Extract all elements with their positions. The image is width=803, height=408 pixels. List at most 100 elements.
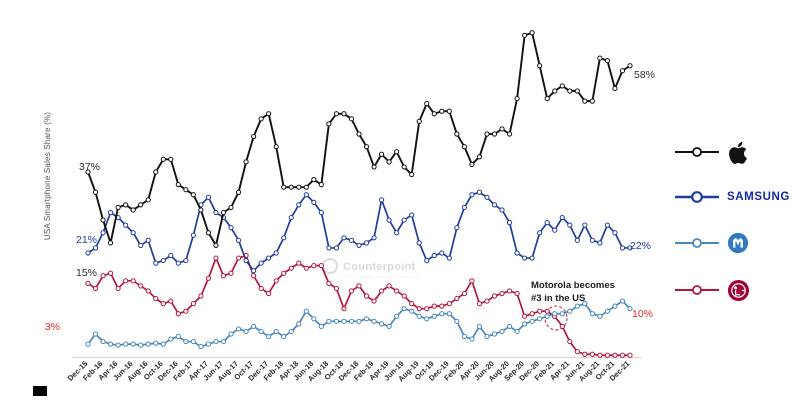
data-point bbox=[476, 154, 483, 160]
data-point bbox=[326, 245, 332, 251]
series-line bbox=[87, 191, 630, 272]
data-point bbox=[559, 83, 565, 89]
data-point bbox=[145, 197, 151, 203]
data-point bbox=[138, 342, 144, 348]
data-point bbox=[198, 207, 204, 213]
data-point bbox=[145, 288, 151, 294]
data-point bbox=[612, 85, 618, 92]
data-point bbox=[529, 318, 535, 324]
data-point bbox=[288, 265, 294, 271]
data-point bbox=[491, 331, 498, 337]
data-point bbox=[303, 184, 309, 190]
data-point bbox=[514, 250, 520, 256]
data-point bbox=[303, 308, 309, 314]
data-point bbox=[273, 278, 279, 284]
series-motorola bbox=[85, 298, 633, 350]
data-point bbox=[190, 192, 196, 198]
data-point bbox=[627, 245, 633, 251]
data-point bbox=[574, 237, 580, 243]
data-point bbox=[424, 316, 430, 322]
data-point bbox=[85, 280, 91, 286]
data-point bbox=[303, 265, 309, 271]
value-label-samsung-end: 22% bbox=[630, 240, 651, 252]
data-point bbox=[394, 149, 400, 155]
data-point bbox=[582, 98, 588, 104]
data-point bbox=[123, 341, 129, 347]
data-point bbox=[175, 260, 181, 266]
data-point bbox=[138, 242, 144, 248]
data-point bbox=[446, 301, 452, 307]
data-point bbox=[85, 169, 91, 175]
data-point bbox=[619, 298, 626, 304]
data-point bbox=[348, 237, 355, 243]
crossover-highlight-ellipse bbox=[544, 305, 568, 331]
data-point bbox=[213, 242, 219, 248]
data-point bbox=[476, 323, 483, 329]
data-point bbox=[266, 333, 272, 340]
data-point bbox=[318, 182, 324, 188]
data-point bbox=[589, 311, 595, 317]
data-point bbox=[220, 338, 227, 345]
data-point bbox=[386, 283, 392, 289]
data-point bbox=[303, 192, 309, 198]
data-point bbox=[281, 235, 287, 241]
data-point bbox=[205, 194, 212, 200]
data-point bbox=[333, 245, 340, 251]
data-point bbox=[153, 295, 159, 302]
data-point bbox=[469, 278, 475, 284]
data-point bbox=[356, 242, 362, 248]
data-point bbox=[386, 217, 392, 223]
data-point bbox=[258, 285, 264, 292]
data-point bbox=[228, 225, 234, 231]
data-point bbox=[100, 230, 106, 236]
data-point bbox=[627, 352, 633, 358]
data-point bbox=[205, 341, 212, 347]
data-point bbox=[522, 313, 528, 319]
data-point bbox=[476, 301, 483, 307]
data-point bbox=[123, 202, 129, 208]
data-point bbox=[416, 240, 422, 246]
data-point bbox=[619, 352, 626, 358]
data-point bbox=[401, 293, 407, 299]
data-point bbox=[544, 220, 550, 226]
data-point bbox=[251, 268, 257, 274]
data-point bbox=[92, 245, 99, 251]
data-point bbox=[439, 303, 445, 309]
data-point bbox=[326, 121, 332, 127]
data-point bbox=[378, 321, 385, 327]
data-point bbox=[537, 316, 543, 322]
data-point bbox=[386, 159, 392, 165]
data-point bbox=[552, 88, 558, 94]
data-point bbox=[145, 237, 151, 243]
data-point bbox=[333, 318, 340, 324]
series-samsung bbox=[85, 189, 633, 274]
data-point bbox=[416, 313, 422, 319]
data-point bbox=[115, 204, 121, 211]
data-point bbox=[454, 318, 460, 324]
data-point bbox=[168, 298, 174, 304]
data-point bbox=[258, 116, 264, 122]
data-point bbox=[183, 257, 189, 264]
data-point bbox=[499, 328, 505, 335]
data-point bbox=[431, 252, 437, 259]
data-point bbox=[409, 171, 415, 178]
data-point bbox=[175, 182, 181, 188]
data-point bbox=[386, 323, 392, 329]
data-point bbox=[115, 342, 121, 348]
data-point bbox=[326, 280, 332, 286]
data-point bbox=[567, 308, 573, 314]
watermark-subtext: Technology Market Research bbox=[344, 274, 422, 279]
data-point bbox=[228, 204, 234, 211]
data-point bbox=[288, 328, 294, 335]
data-point bbox=[341, 318, 347, 324]
data-point bbox=[378, 151, 385, 157]
data-point bbox=[123, 222, 129, 228]
data-point bbox=[506, 288, 513, 294]
data-point bbox=[506, 220, 513, 226]
data-point bbox=[356, 283, 362, 289]
data-point bbox=[281, 270, 287, 276]
data-point bbox=[348, 318, 355, 324]
data-point bbox=[100, 338, 106, 345]
data-point bbox=[183, 308, 189, 314]
data-point bbox=[281, 333, 287, 340]
